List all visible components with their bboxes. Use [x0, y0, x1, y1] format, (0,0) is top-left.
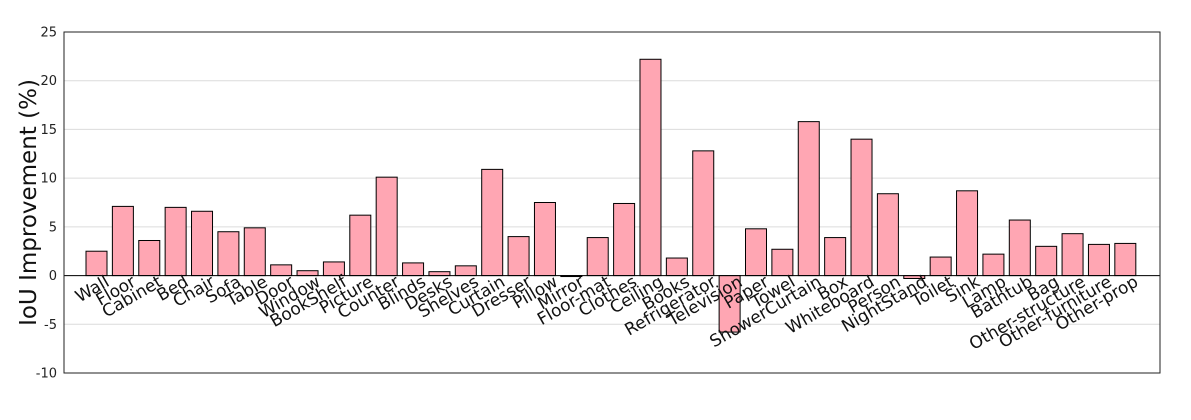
y-tick-label: 15	[40, 123, 57, 138]
bar-person	[876, 193, 899, 277]
y-tick-labels: -10 -5 0 5 10 15 20 25	[36, 26, 57, 382]
bar-towel	[771, 248, 794, 277]
bar-other-furniture	[1087, 243, 1110, 277]
y-tick-label: 10	[40, 172, 57, 187]
bar-dresser	[507, 236, 530, 277]
bar-ceiling	[639, 58, 662, 277]
bar-table	[243, 227, 266, 277]
bar-curtain	[481, 168, 504, 277]
x-category-labels: WallFloorCabinetBedChairSofaTableDoorWin…	[72, 272, 1142, 355]
bar-picture	[349, 214, 372, 277]
y-tick-label: 20	[40, 74, 57, 89]
y-axis-title: IoU Improvement (%)	[16, 79, 42, 326]
bar-bag	[1035, 245, 1058, 277]
bar-clothes	[613, 202, 636, 277]
bar-other-prop	[1114, 242, 1137, 277]
plot-area-frame	[63, 31, 1161, 374]
bar-box	[824, 237, 847, 277]
bar-whiteboard	[850, 138, 873, 277]
bar-paper	[745, 228, 767, 277]
y-tick-label: -5	[44, 318, 57, 333]
bar-sink	[956, 190, 979, 277]
bar-floor-mat	[586, 237, 609, 277]
y-tick-label: 0	[49, 269, 57, 284]
bar-chair	[191, 210, 214, 277]
bar-books	[665, 257, 688, 277]
bar-wall	[85, 250, 108, 277]
bar-lamp	[982, 253, 1005, 277]
y-tick-label: 25	[40, 26, 57, 41]
y-tick-label: -10	[36, 367, 57, 382]
bar-pillow	[533, 202, 556, 277]
bar-showercurtain	[797, 121, 820, 277]
bar-floor	[111, 205, 134, 277]
bar-bed	[164, 206, 187, 277]
bar-other-structure	[1061, 233, 1084, 277]
bar-bathtub	[1008, 219, 1031, 277]
bar-cabinet	[138, 239, 161, 277]
bar-toilet	[929, 256, 952, 277]
bar-refrigerator	[692, 150, 715, 277]
bar-counter	[375, 176, 398, 277]
bar-sofa	[217, 231, 240, 277]
y-tick-label: 5	[49, 220, 57, 235]
